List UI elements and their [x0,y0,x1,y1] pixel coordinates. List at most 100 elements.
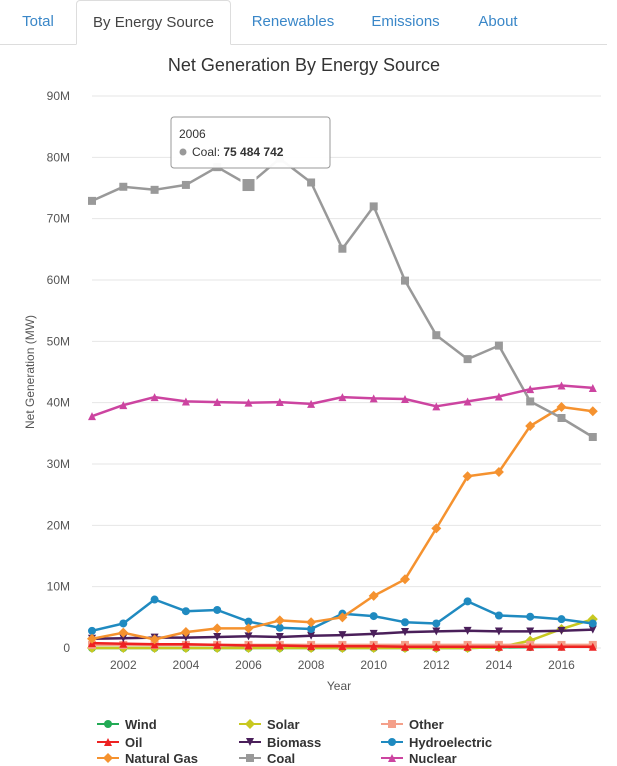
point-natural-gas [337,612,348,623]
legend-item-coal[interactable]: Coal [239,751,295,766]
point-hydroelectric [369,612,378,621]
legend-marker [388,720,396,728]
point-nuclear [369,394,378,403]
point-biomass [307,631,316,640]
point-natural-gas [149,634,160,645]
point-biomass [588,625,597,634]
y-tick-label: 60M [47,273,70,287]
legend-item-other[interactable]: Other [381,717,444,732]
point-natural-gas [274,615,285,626]
legend-marker [245,719,255,729]
x-tick-label: 2016 [548,658,575,672]
point-nuclear [588,383,597,392]
tab-by-energy-source[interactable]: By Energy Source [76,0,231,45]
point-natural-gas [556,401,567,412]
point-hydroelectric [432,619,441,628]
point-hydroelectric [181,607,190,616]
point-nuclear [213,398,222,407]
point-nuclear [432,402,441,411]
point-nuclear [463,397,472,406]
point-hydroelectric [213,605,222,614]
hover-point [240,177,257,194]
legend-marker [103,753,113,763]
tab-total[interactable]: Total [22,13,54,30]
point-biomass [526,627,535,636]
y-tick-label: 70M [47,212,70,226]
point-hydroelectric [494,611,503,620]
series-group [87,154,598,653]
point-hydroelectric [557,615,566,624]
legend-marker [246,738,254,746]
tooltip-series: Coal [192,145,217,159]
point-nuclear [150,393,159,402]
point-biomass [119,634,128,643]
tab-emissions[interactable]: Emissions [371,13,440,30]
x-axis-label: Year [327,679,351,693]
legend-item-nuclear[interactable]: Nuclear [381,751,457,766]
tab-about[interactable]: About [478,13,518,30]
point-nuclear [307,399,316,408]
x-axis-ticks: 2002 2004 2006 2008 2010 2012 2014 2016 [110,658,575,672]
point-natural-gas [400,574,410,585]
legend-marker [246,754,254,762]
point-biomass [432,627,441,636]
tooltip-value: 75 484 742 [223,145,283,159]
point-nuclear [88,412,96,421]
point-nuclear [244,398,253,407]
point-hydroelectric [244,617,253,626]
point-hydroelectric [150,595,159,604]
series-natural-gas [87,401,598,645]
point-hydroelectric [588,619,597,628]
point-oil [181,640,190,649]
legend-item-biomass[interactable]: Biomass [239,735,321,750]
tab-renewables[interactable]: Renewables [251,13,335,30]
point-oil [432,642,441,651]
y-axis-label: Net Generation (MW) [23,315,37,429]
point-biomass [369,629,378,638]
point-natural-gas [87,633,97,644]
point-biomass [213,632,222,641]
point-biomass [275,632,284,641]
legend-label: Natural Gas [125,751,198,766]
point-natural-gas [306,617,317,628]
point-natural-gas [118,627,129,638]
point-hydroelectric [88,626,96,635]
x-tick-label: 2002 [110,658,137,672]
x-tick-label: 2006 [235,658,262,672]
point-coal [181,180,190,189]
point-natural-gas [525,420,536,431]
point-oil [401,642,409,651]
legend-item-natural-gas[interactable]: Natural Gas [97,751,198,766]
y-tick-label: 40M [47,396,70,410]
grid-lines [92,95,601,649]
legend-item-wind[interactable]: Wind [97,717,157,732]
point-oil [588,642,597,651]
point-coal [526,397,535,406]
y-tick-label: 80M [47,150,70,164]
tab-bar: Total By Energy Source Renewables Emissi… [0,0,607,45]
point-nuclear [275,398,284,407]
y-tick-label: 10M [47,580,70,594]
point-oil [307,642,316,651]
legend-marker [388,738,396,746]
legend-item-solar[interactable]: Solar [239,717,300,732]
point-natural-gas [493,466,504,477]
point-nuclear [338,393,347,402]
y-axis-ticks: 0 10M 20M 30M 40M 50M 60M 70M 80M 90M [47,89,71,655]
point-hydroelectric [307,624,316,633]
legend-item-hydroelectric[interactable]: Hydroelectric [381,735,492,750]
y-tick-label: 20M [47,518,70,532]
point-coal [494,341,503,350]
legend-item-oil[interactable]: Oil [97,735,142,750]
tooltip-color-dot [179,148,187,156]
point-biomass [494,627,503,636]
point-hydroelectric [275,623,284,632]
point-oil [213,640,222,649]
y-tick-label: 50M [47,334,70,348]
x-tick-label: 2008 [298,658,325,672]
legend-label: Coal [267,751,295,766]
point-natural-gas [180,627,191,638]
point-coal [557,414,566,422]
point-natural-gas [587,406,598,417]
point-oil [338,642,347,651]
